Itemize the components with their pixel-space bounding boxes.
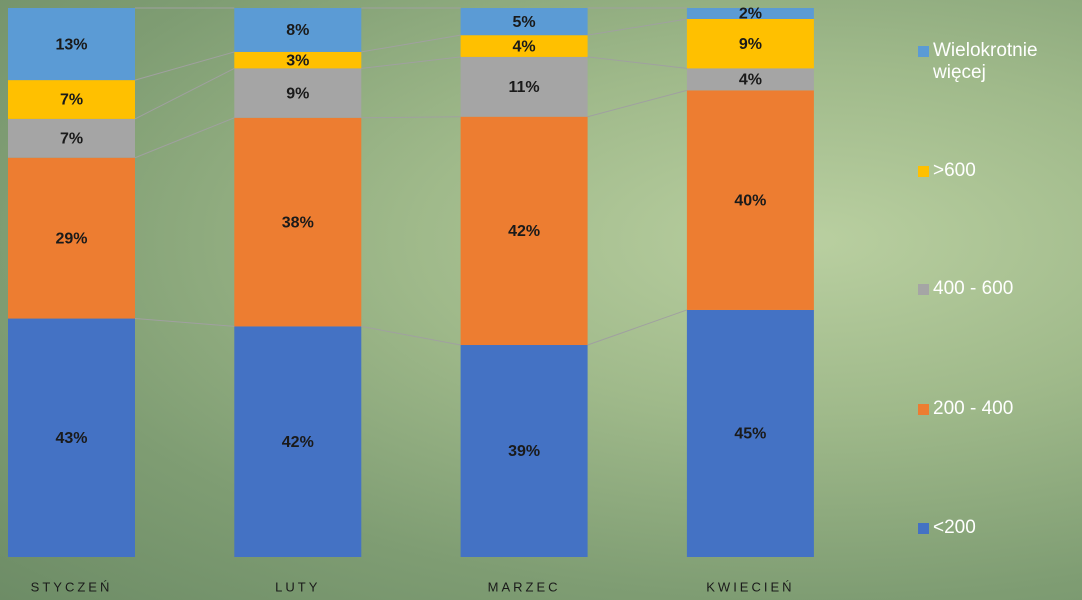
legend-label: >600 xyxy=(933,160,1073,182)
legend-label: <200 xyxy=(933,517,1073,539)
plot: 43% 29% 7% 7% 13% STYCZEŃ 42% 38% 9% 3% 8% LUTY 39% 4… xyxy=(0,0,1082,600)
legend-label: Wielokrotnie więcej xyxy=(933,40,1073,84)
series-line xyxy=(361,117,460,118)
value-label: 7% xyxy=(60,131,83,148)
series-line xyxy=(135,319,234,327)
value-label: 45% xyxy=(734,426,766,443)
series-line xyxy=(361,326,460,345)
value-label: 4% xyxy=(739,72,762,89)
value-label: 7% xyxy=(60,92,83,109)
value-label: 42% xyxy=(508,223,540,240)
value-label: 9% xyxy=(739,36,762,53)
legend-item: <200 xyxy=(918,517,1078,539)
series-line xyxy=(361,35,460,52)
value-label: 42% xyxy=(282,434,314,451)
legend-item: 200 - 400 xyxy=(918,398,1078,420)
legend-item: 400 - 600 xyxy=(918,278,1078,300)
value-label: 38% xyxy=(282,214,314,231)
value-label: 43% xyxy=(55,430,87,447)
chart: 43% 29% 7% 7% 13% STYCZEŃ 42% 38% 9% 3% 8% LUTY 39% 4… xyxy=(0,0,1082,600)
value-label: 39% xyxy=(508,443,540,460)
value-label: 4% xyxy=(513,38,536,55)
legend-swatch xyxy=(918,284,929,295)
series-line xyxy=(361,57,460,68)
value-label: 2% xyxy=(739,6,762,23)
value-label: 13% xyxy=(55,36,87,53)
legend-label: 200 - 400 xyxy=(933,398,1073,420)
legend-swatch xyxy=(918,46,929,57)
series-line xyxy=(588,57,687,68)
series-line xyxy=(588,90,687,116)
x-tick-label: KWIECIEŃ xyxy=(706,579,794,594)
value-label: 11% xyxy=(509,79,540,96)
series-line xyxy=(135,118,234,158)
value-label: 40% xyxy=(734,192,766,209)
series-line xyxy=(588,19,687,35)
legend-swatch xyxy=(918,404,929,415)
x-tick-label: MARZEC xyxy=(488,579,561,594)
value-label: 29% xyxy=(55,230,87,247)
x-tick-label: LUTY xyxy=(275,579,320,594)
legend-swatch xyxy=(918,166,929,177)
legend-item: Wielokrotnie więcej xyxy=(918,40,1078,84)
value-label: 8% xyxy=(286,22,309,39)
series-line xyxy=(588,310,687,345)
legend-swatch xyxy=(918,523,929,534)
value-label: 9% xyxy=(286,85,309,102)
value-label: 3% xyxy=(286,52,309,69)
legend-item: >600 xyxy=(918,160,1078,182)
value-label: 5% xyxy=(513,14,536,31)
legend-label: 400 - 600 xyxy=(933,278,1073,300)
x-tick-label: STYCZEŃ xyxy=(31,579,113,594)
